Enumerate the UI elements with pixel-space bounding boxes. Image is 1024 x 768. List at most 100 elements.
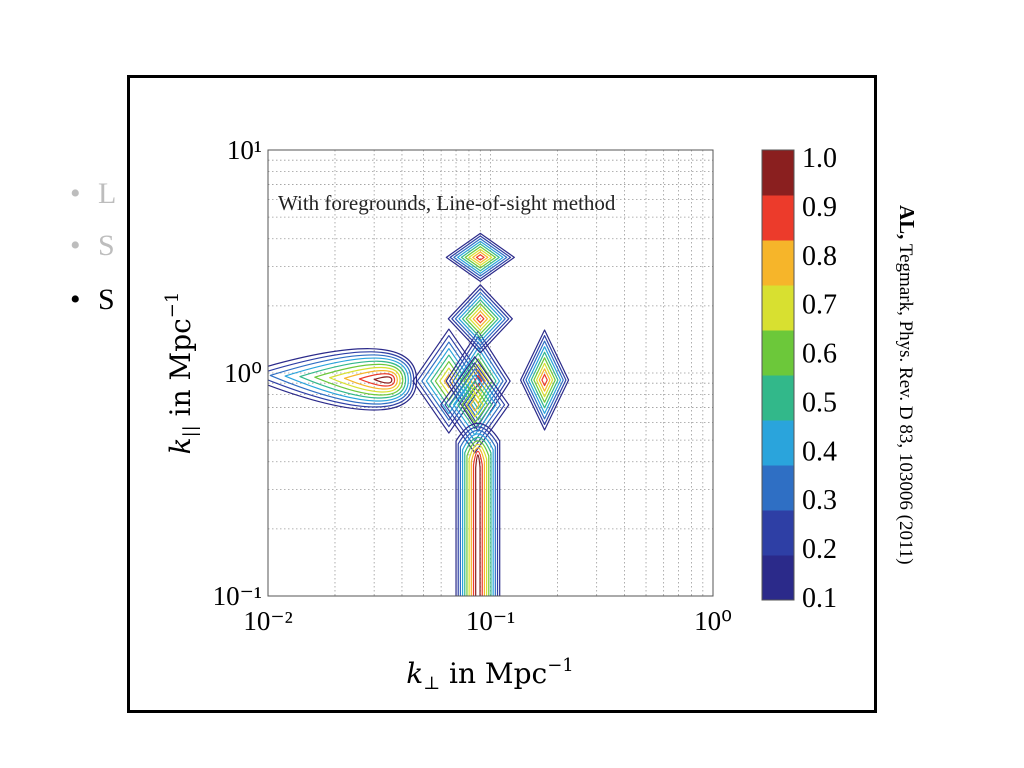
- wedge-contour-line: [457, 426, 499, 596]
- bullet-item: • L: [70, 177, 116, 211]
- contour-line: [464, 246, 497, 269]
- wedge-contour-line: [461, 433, 494, 596]
- wedge-contour-line: [470, 447, 486, 596]
- contour-line: [465, 303, 496, 335]
- contour-line: [530, 351, 559, 409]
- contour-line: [476, 314, 485, 324]
- contour-line: [527, 346, 562, 414]
- contour-line: [541, 373, 548, 387]
- colorbar-tick-label: 0.8: [802, 241, 837, 272]
- colorbar-swatch: [762, 465, 794, 511]
- contour-line: [458, 295, 503, 343]
- contour-line: [454, 291, 506, 346]
- colorbar-swatch: [762, 510, 794, 556]
- wedge-contour-line: [472, 450, 483, 596]
- contour-line: [469, 398, 480, 412]
- contour-line: [448, 368, 501, 442]
- contour-line: [522, 334, 567, 426]
- wedge-contour-line: [464, 436, 492, 596]
- contour-line: [449, 235, 512, 280]
- citation-text: AL, Tegmark, Phys. Rev. D 83, 103006 (20…: [894, 205, 919, 565]
- colorbar-swatch: [762, 555, 794, 601]
- contour-line: [456, 347, 501, 416]
- y-axis-label: k|| in Mpc−1: [162, 292, 201, 455]
- x-tick-label: 10⁰: [694, 606, 732, 636]
- contour-line: [268, 351, 415, 408]
- contour-line: [449, 336, 508, 427]
- contour-line: [443, 373, 454, 389]
- colorbar-frame: [761, 149, 795, 601]
- x-axis-label: k⊥ in Mpc−1: [406, 655, 574, 694]
- contour-line: [457, 240, 504, 274]
- contour-line: [472, 251, 489, 264]
- contour-line: [535, 362, 554, 398]
- citation-authors: AL,: [895, 205, 919, 240]
- contour-line: [358, 373, 396, 387]
- colorbar-tick-label: 0.6: [802, 339, 837, 370]
- colorbar-swatch: [762, 195, 794, 241]
- contour-line: [473, 374, 483, 388]
- colorbar-swatch: [762, 285, 794, 331]
- contour-line: [314, 363, 404, 396]
- contour-line: [445, 232, 515, 282]
- colorbar-swatch: [762, 375, 794, 421]
- contour-line: [457, 380, 493, 430]
- contour-line: [284, 357, 409, 402]
- y-tick-label: 10⁰: [224, 358, 262, 388]
- contour-line: [412, 328, 486, 434]
- y-tick-label: 10⁻¹: [213, 581, 262, 611]
- contour-line: [452, 341, 504, 421]
- bullet-text: S: [98, 229, 115, 262]
- colorbar-tick-label: 0.3: [802, 485, 837, 516]
- plot-frame: [267, 149, 714, 597]
- x-tick-label: 10⁻¹: [466, 606, 515, 636]
- figure-frame: With foregrounds, Line-of-sight method 1…: [127, 75, 877, 713]
- colorbar-tick-label: 0.4: [802, 436, 837, 467]
- contour-layer: [268, 232, 570, 596]
- colorbar-swatch: [762, 240, 794, 286]
- contour-line: [519, 329, 570, 431]
- contour-line: [465, 392, 484, 418]
- colorbar-tick-label: 0.5: [802, 387, 837, 418]
- bullet-dot: •: [70, 177, 81, 210]
- contour-line: [461, 386, 489, 424]
- contour-line: [451, 287, 510, 350]
- wedge-contour-line: [466, 440, 490, 596]
- citation-reference: Tegmark, Phys. Rev. D 83, 103006 (2011): [895, 239, 916, 565]
- contour-line: [475, 254, 485, 261]
- colorbar-tick-label: 0.2: [802, 534, 837, 565]
- wedge-contour-line: [468, 443, 488, 596]
- colorbar-swatch: [762, 150, 794, 196]
- bullet-dot: •: [70, 283, 81, 316]
- contour-line: [468, 248, 493, 266]
- contour-line: [268, 348, 418, 411]
- citation: AL, Tegmark, Phys. Rev. D 83, 103006 (20…: [893, 205, 933, 715]
- chart-title: With foregrounds, Line-of-sight method: [278, 191, 616, 215]
- colorbar-swatch: [762, 420, 794, 466]
- contour-line: [461, 299, 499, 339]
- y-tick-label: 10¹: [227, 135, 262, 165]
- colorbar-tick-label: 0.9: [802, 192, 837, 223]
- colorbar-tick-label: 1.0: [802, 143, 837, 174]
- wedge-contour-line: [475, 454, 481, 596]
- contour-line: [329, 366, 401, 393]
- wedge-contour-line: [455, 423, 501, 596]
- bullet-text: L: [98, 177, 117, 210]
- contour-line: [447, 284, 513, 354]
- bullet-item: • S: [70, 283, 115, 317]
- contour-line: [472, 310, 489, 327]
- bullet-item: • S: [70, 229, 115, 263]
- contour-line: [430, 354, 468, 408]
- contour-line: [373, 376, 393, 384]
- bullet-dot: •: [70, 229, 81, 262]
- colorbar: 0.1 0.2 0.3 0.4 0.5 0.6 0.7 0.8 0.9 1.0: [761, 143, 837, 614]
- contour-line: [269, 354, 412, 405]
- contour-line: [525, 340, 564, 420]
- contour-line: [459, 352, 497, 410]
- contour-line: [343, 370, 398, 390]
- colorbar-tick-label: 0.7: [802, 290, 837, 321]
- contour-line: [440, 356, 510, 454]
- colorbar-tick-label: 0.1: [802, 583, 837, 614]
